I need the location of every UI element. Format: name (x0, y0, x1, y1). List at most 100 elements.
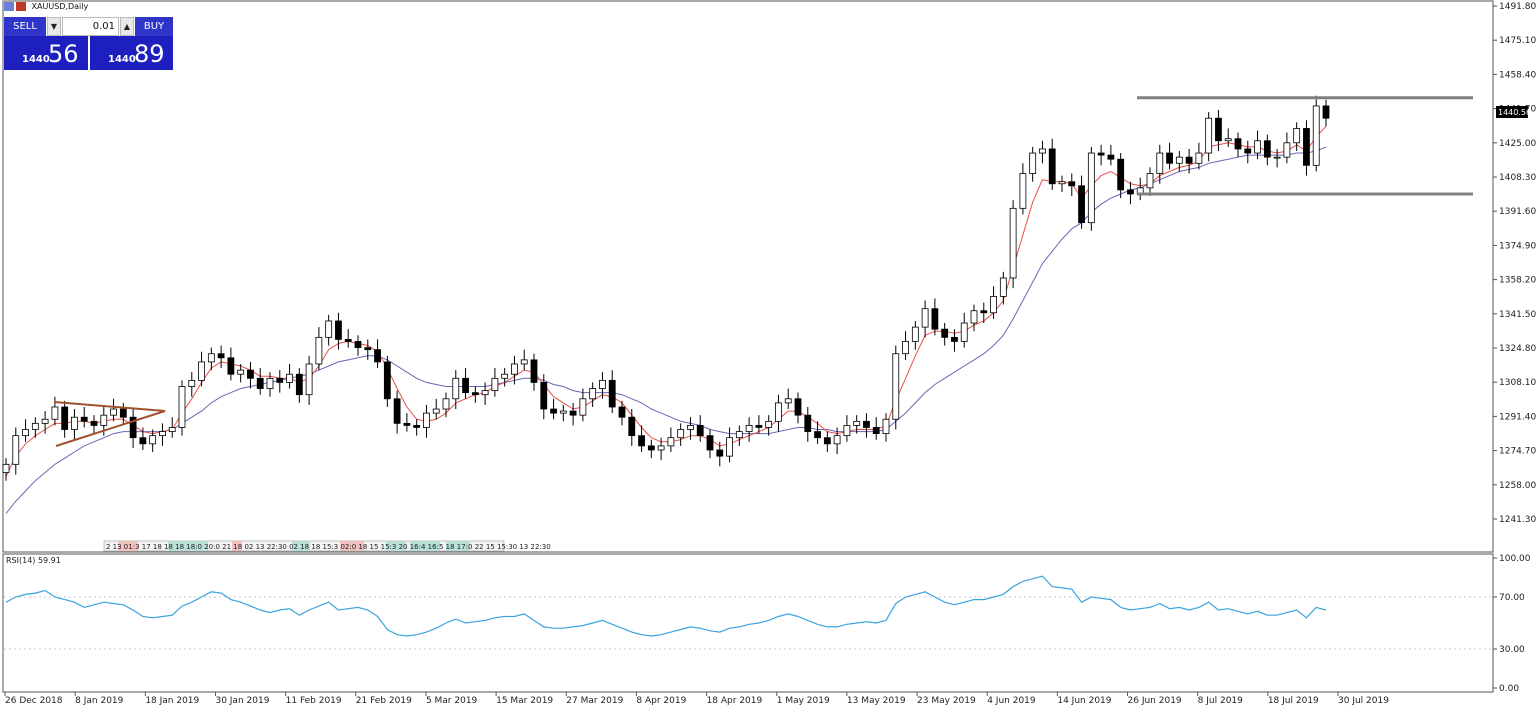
candle (745, 417, 753, 442)
candle (1293, 122, 1301, 151)
candle (559, 404, 567, 422)
time-tick-label: 8 Apr 2019 (636, 696, 686, 706)
candle (403, 413, 411, 432)
candle (520, 349, 528, 371)
moving-averages (5, 126, 1327, 514)
candle (1107, 144, 1115, 166)
lot-size-input[interactable] (62, 17, 119, 36)
candle (1156, 144, 1164, 184)
candle (119, 402, 127, 426)
candle (784, 388, 792, 410)
events-strip[interactable]: 2 13 01:3 17 18 18 18 18:0 20:0 21 18 02… (103, 540, 551, 552)
candle (159, 423, 166, 446)
candle (902, 331, 909, 360)
candle (970, 304, 978, 332)
candle (1185, 148, 1193, 174)
price-tick-label: 1391.60 (1499, 207, 1536, 217)
candle (2, 458, 10, 481)
candle (569, 402, 577, 426)
candle (960, 312, 968, 348)
candle (1087, 146, 1095, 231)
time-tick-label: 13 May 2019 (847, 696, 906, 706)
candle (1068, 173, 1076, 197)
triangle-down-icon[interactable]: ▼ (47, 17, 61, 36)
candle (22, 419, 29, 442)
candle (256, 368, 264, 395)
candle (432, 398, 440, 420)
candle (1127, 181, 1134, 205)
rsi-panel: 100.00 70.00 30.00 0.00 (4, 554, 1531, 694)
candle (471, 386, 479, 403)
price-tick-label: 1425.00 (1499, 139, 1536, 149)
time-axis: 26 Dec 2018 8 Jan 2019 18 Jan 2019 30 Jan 2… (4, 692, 1389, 706)
candle (71, 409, 78, 440)
sell-button[interactable]: SELL (4, 17, 46, 36)
candle (129, 409, 137, 448)
candle (911, 320, 919, 350)
candle (1273, 148, 1281, 168)
price-tick-label: 1324.80 (1499, 344, 1536, 354)
candle (1175, 150, 1183, 172)
ma-fast-line (5, 126, 1327, 477)
candle (383, 355, 391, 407)
price-tick-label: 1274.70 (1499, 447, 1536, 457)
candle (198, 351, 205, 387)
candle (217, 345, 225, 369)
candle (1303, 120, 1310, 176)
candle (647, 439, 655, 459)
candle (863, 413, 870, 438)
buy-quote[interactable]: 1440 89 (90, 36, 173, 70)
candle (1048, 138, 1056, 190)
candle (843, 415, 851, 442)
candle (315, 327, 323, 371)
rsi-tick-label: 30.00 (1499, 645, 1525, 655)
rsi-tick-label: 100.00 (1499, 554, 1531, 564)
candle (90, 415, 98, 434)
candle (31, 417, 39, 438)
time-tick-label: 30 Jul 2019 (1338, 696, 1389, 706)
candle (481, 382, 489, 405)
candle (951, 329, 958, 352)
buy-button[interactable]: BUY (135, 17, 173, 36)
candle (80, 406, 88, 428)
price-tick-label: 1458.40 (1499, 70, 1536, 80)
candle (667, 427, 675, 453)
sell-price-big: 56 (48, 40, 79, 68)
rsi-line (5, 575, 1327, 637)
candle (990, 286, 997, 319)
candle (511, 355, 518, 385)
candle (354, 335, 362, 356)
buy-price-prefix: 1440 (108, 54, 136, 65)
candle (677, 423, 685, 446)
candle (706, 429, 714, 459)
candle (687, 417, 694, 440)
price-tick-label: 1358.20 (1499, 276, 1536, 286)
candle (149, 429, 157, 453)
time-tick-label: 1 May 2019 (777, 696, 830, 706)
candle (589, 382, 597, 407)
current-price-label: 1440.56 (1498, 108, 1531, 117)
time-tick-label: 18 Apr 2019 (707, 696, 763, 706)
candle (599, 372, 606, 399)
triangle-up-icon[interactable]: ▲ (120, 17, 134, 36)
time-tick-label: 30 Jan 2019 (215, 696, 269, 706)
candle (1254, 130, 1261, 160)
rsi-title: RSI(14) 59.91 (6, 556, 61, 565)
time-tick-label: 18 Jul 2019 (1268, 696, 1319, 706)
candle (501, 368, 509, 387)
candle (872, 417, 880, 440)
sell-quote[interactable]: 1440 56 (4, 36, 88, 70)
candle (921, 300, 929, 338)
candle (237, 363, 245, 383)
candle (41, 411, 49, 434)
trade-top-row: SELL ▼ ▲ BUY (4, 17, 173, 36)
candle (579, 388, 587, 422)
candle (1009, 200, 1017, 289)
chart-window-icon (4, 2, 26, 11)
candle (295, 368, 303, 403)
price-tick-label: 1408.30 (1499, 173, 1536, 183)
triangle-pattern[interactable] (53, 401, 166, 447)
candle (1263, 134, 1271, 166)
candle (364, 339, 372, 360)
